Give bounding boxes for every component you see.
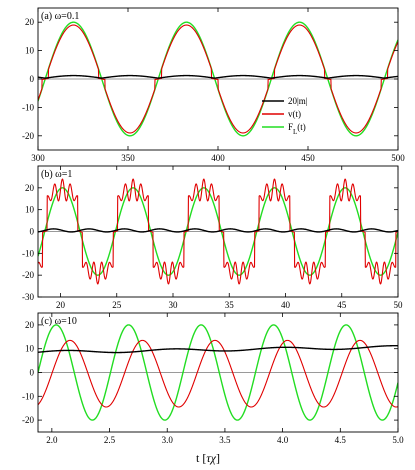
x-tick-label: 35 <box>225 300 235 310</box>
y-tick-label: 10 <box>25 344 35 354</box>
panel-c: 2.0 2.5 3.0 3.5 4.0 4.5 5.0 -20 -10 0 10 20 (c) ω=10 <box>22 312 404 445</box>
legend-label: 20|m| <box>288 96 308 106</box>
series-force-line <box>38 187 398 276</box>
y-tick-label: 10 <box>25 46 35 56</box>
x-tick-label: 3.5 <box>219 435 231 445</box>
y-tick-label: -10 <box>22 248 34 258</box>
panel-label: (b) ω=1 <box>41 169 72 180</box>
panel-a: 300 350 400 450 500 -20 -10 0 10 20 (a) ω=0.1 20|m|… <box>22 7 405 163</box>
x-tick-label: 300 <box>31 153 45 163</box>
x-tick-label: 30 <box>169 300 179 310</box>
x-tick-label: 5.0 <box>392 435 404 445</box>
y-tick-label: 20 <box>25 183 35 193</box>
series-magnetization-line <box>38 228 398 233</box>
x-axis-title: t [τχ] <box>196 451 220 465</box>
x-tick-label: 400 <box>211 153 225 163</box>
panel-label: (c) ω=10 <box>41 316 77 327</box>
y-tick-label: -30 <box>22 292 34 302</box>
y-tick-label: -20 <box>22 270 34 280</box>
x-tick-label: 40 <box>281 300 291 310</box>
legend-label: FL(t) <box>288 122 306 136</box>
x-tick-label: 500 <box>391 153 405 163</box>
x-tick-label: 4.0 <box>277 435 289 445</box>
x-tick-label: 2.0 <box>46 435 58 445</box>
series-velocity-line <box>38 178 398 285</box>
y-tick-label: -10 <box>22 391 34 401</box>
x-tick-label: 20 <box>56 300 66 310</box>
x-tick-label: 25 <box>112 300 122 310</box>
series-force-line <box>38 324 398 421</box>
x-tick-label: 50 <box>394 300 404 310</box>
x-tick-label: 3.0 <box>162 435 174 445</box>
panel-label: (a) ω=0.1 <box>41 11 79 22</box>
x-tick-label: 450 <box>301 153 315 163</box>
y-tick-label: 10 <box>25 205 35 215</box>
x-tick-label: 4.5 <box>335 435 347 445</box>
y-tick-label: -20 <box>22 131 34 141</box>
x-tick-label: 350 <box>121 153 135 163</box>
legend-label: v(t) <box>288 109 301 119</box>
series-velocity-line <box>38 339 398 408</box>
x-tick-label: 45 <box>337 300 347 310</box>
y-tick-label: 20 <box>25 320 35 330</box>
y-tick-label: 0 <box>30 368 35 378</box>
y-tick-label: 20 <box>25 17 35 27</box>
series-magnetization-line <box>38 74 398 79</box>
y-tick-label: 0 <box>30 74 35 84</box>
y-tick-label: -10 <box>22 102 34 112</box>
series-velocity-line <box>38 24 398 134</box>
y-tick-label: 0 <box>30 227 35 237</box>
x-tick-label: 2.5 <box>104 435 116 445</box>
panel-b: 20 25 30 35 40 45 50 -30 -20 -10 0 10 20 (b) ω=1 <box>22 165 404 310</box>
series-magnetization-line <box>38 345 398 354</box>
y-tick-label: -20 <box>22 415 34 425</box>
